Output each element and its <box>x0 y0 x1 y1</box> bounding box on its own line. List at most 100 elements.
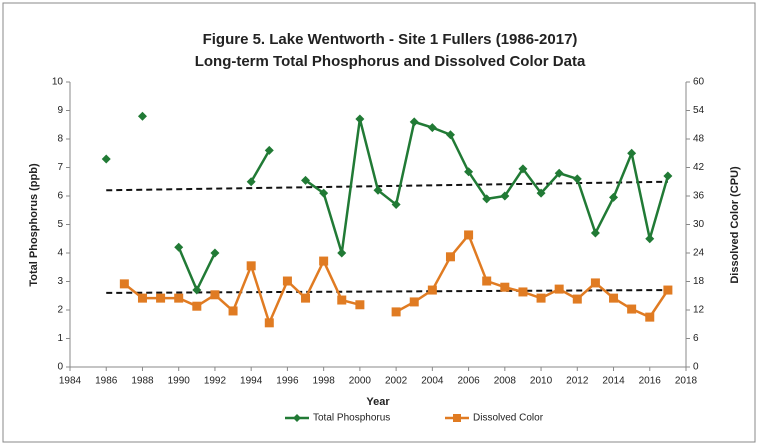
x-axis-label: Year <box>366 396 390 408</box>
x-tick-label: 2008 <box>494 376 517 387</box>
point <box>554 168 564 178</box>
point <box>264 318 274 328</box>
x-tick-label: 2000 <box>349 376 372 387</box>
y-tick-label: 7 <box>57 162 63 173</box>
point <box>536 188 546 198</box>
point <box>427 285 437 295</box>
y2-tick-label: 60 <box>693 77 705 88</box>
point <box>355 300 365 310</box>
y2-tick-label: 54 <box>693 105 705 116</box>
y2-tick-label: 42 <box>693 162 705 173</box>
point <box>174 242 184 252</box>
x-tick-label: 1996 <box>276 376 299 387</box>
point <box>282 276 292 286</box>
y2-tick-label: 24 <box>693 248 705 259</box>
point <box>663 285 673 295</box>
point <box>301 175 311 185</box>
x-tick-label: 2010 <box>530 376 553 387</box>
x-tick-label: 2002 <box>385 376 408 387</box>
y2-tick-label: 48 <box>693 134 705 145</box>
point <box>482 276 492 286</box>
point <box>210 290 220 300</box>
x-tick-label: 1990 <box>168 376 191 387</box>
point <box>137 293 147 303</box>
y2-tick-label: 6 <box>693 333 699 344</box>
point <box>609 293 619 303</box>
x-tick-label: 2016 <box>639 376 662 387</box>
point <box>572 174 582 184</box>
x-tick-label: 2018 <box>675 376 698 387</box>
legend-marker <box>453 414 461 422</box>
point <box>500 282 510 292</box>
y-tick-label: 0 <box>57 362 63 373</box>
point <box>627 304 637 314</box>
point <box>409 297 419 307</box>
y-tick-label: 1 <box>57 333 63 344</box>
point <box>464 230 474 240</box>
point <box>119 279 129 289</box>
x-tick-label: 2004 <box>421 376 444 387</box>
y2-tick-label: 18 <box>693 276 705 287</box>
chart-subtitle: Long-term Total Phosphorus and Dissolved… <box>195 53 586 70</box>
x-tick-label: 1998 <box>313 376 336 387</box>
y2-tick-label: 36 <box>693 191 705 202</box>
point <box>391 200 401 210</box>
point <box>228 306 238 316</box>
x-tick-label: 1994 <box>240 376 263 387</box>
point <box>645 312 655 322</box>
point <box>174 293 184 303</box>
point <box>101 154 111 164</box>
point <box>627 148 637 158</box>
point <box>663 171 673 181</box>
point <box>590 278 600 288</box>
x-tick-label: 2014 <box>602 376 625 387</box>
y-tick-label: 8 <box>57 134 63 145</box>
point <box>554 284 564 294</box>
y2-tick-label: 0 <box>693 362 699 373</box>
point <box>137 111 147 121</box>
point <box>518 164 528 174</box>
point <box>319 188 329 198</box>
y-tick-label: 2 <box>57 305 63 316</box>
point <box>210 248 220 258</box>
point <box>192 285 202 295</box>
y2-axis-label: Dissolved Color (CPU) <box>729 166 741 284</box>
x-tick-label: 1986 <box>95 376 118 387</box>
x-tick-label: 2006 <box>457 376 480 387</box>
point <box>445 252 455 262</box>
point <box>319 256 329 266</box>
point <box>482 194 492 204</box>
trend-line <box>106 289 668 294</box>
x-tick-label: 2012 <box>566 376 589 387</box>
chart-title: Figure 5. Lake Wentworth - Site 1 Fuller… <box>203 31 578 48</box>
point <box>572 294 582 304</box>
legend-marker <box>293 414 301 422</box>
y-tick-label: 6 <box>57 191 63 202</box>
y-axis-label: Total Phosphorus (ppb) <box>28 163 40 287</box>
point <box>373 185 383 195</box>
point <box>536 293 546 303</box>
point <box>645 234 655 244</box>
point <box>301 293 311 303</box>
point <box>518 287 528 297</box>
legend-label: Total Phosphorus <box>313 413 390 424</box>
y-tick-label: 10 <box>52 77 64 88</box>
y-tick-label: 4 <box>57 248 63 259</box>
x-tick-label: 1988 <box>131 376 154 387</box>
point <box>445 130 455 140</box>
legend-label: Dissolved Color <box>473 413 544 424</box>
point <box>391 307 401 317</box>
point <box>192 301 202 311</box>
point <box>264 145 274 155</box>
point <box>464 167 474 177</box>
point <box>246 261 256 271</box>
point <box>500 191 510 201</box>
y-tick-label: 9 <box>57 105 63 116</box>
y2-tick-label: 12 <box>693 305 705 316</box>
y-tick-label: 3 <box>57 276 63 287</box>
point <box>590 228 600 238</box>
y-tick-label: 5 <box>57 219 63 230</box>
point <box>355 114 365 124</box>
